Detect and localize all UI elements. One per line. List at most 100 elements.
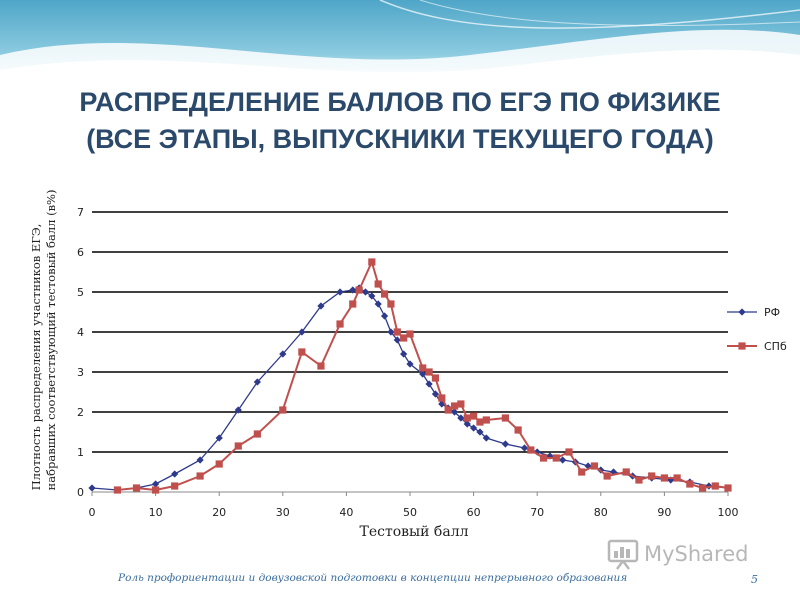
legend-label: СПб bbox=[764, 340, 787, 353]
data-point bbox=[635, 476, 643, 484]
legend: РФ СПб bbox=[727, 306, 787, 353]
x-tick-label: 20 bbox=[212, 506, 226, 519]
data-point bbox=[374, 300, 382, 308]
data-point bbox=[406, 360, 414, 368]
data-point bbox=[431, 374, 440, 382]
data-point bbox=[470, 424, 478, 432]
y-tick-label: 5 bbox=[77, 286, 84, 299]
y-tick-label: 1 bbox=[77, 446, 84, 459]
x-tick-label: 30 bbox=[276, 506, 290, 519]
data-point bbox=[349, 286, 357, 294]
data-point bbox=[317, 362, 325, 370]
data-point bbox=[565, 448, 573, 456]
data-point bbox=[171, 470, 179, 478]
legend-marker bbox=[738, 342, 746, 350]
data-point bbox=[425, 368, 433, 376]
data-point bbox=[393, 328, 401, 336]
footer-text: Роль профориентации и довузовской подгот… bbox=[118, 572, 628, 584]
series-rf bbox=[88, 284, 732, 494]
data-point bbox=[336, 320, 344, 328]
data-point bbox=[132, 484, 141, 492]
x-tick-label: 0 bbox=[89, 506, 96, 519]
data-point bbox=[482, 434, 490, 442]
data-point bbox=[514, 426, 522, 434]
data-point bbox=[431, 390, 440, 398]
data-point bbox=[648, 472, 656, 480]
data-point bbox=[438, 394, 446, 402]
data-point bbox=[603, 472, 611, 480]
x-tick-label: 100 bbox=[718, 506, 739, 519]
header-wave-background bbox=[0, 0, 800, 90]
data-point bbox=[152, 486, 160, 494]
data-point bbox=[279, 406, 287, 414]
data-point bbox=[686, 480, 694, 488]
y-tick-label: 0 bbox=[77, 486, 84, 499]
data-point bbox=[196, 472, 204, 480]
data-point bbox=[527, 446, 535, 454]
y-tick-label: 3 bbox=[77, 366, 84, 379]
watermark: MyShared bbox=[606, 536, 748, 572]
data-point bbox=[253, 430, 261, 438]
data-point bbox=[711, 482, 719, 490]
legend-item: СПб bbox=[727, 340, 787, 353]
data-point bbox=[419, 364, 427, 372]
gridlines bbox=[92, 211, 728, 493]
data-point bbox=[234, 406, 242, 414]
watermark-text: MyShared bbox=[644, 542, 749, 566]
data-point bbox=[457, 400, 465, 408]
legend-item: РФ bbox=[727, 306, 780, 319]
data-point bbox=[724, 484, 732, 492]
data-point bbox=[374, 280, 382, 288]
data-point bbox=[501, 440, 509, 448]
data-point bbox=[234, 442, 242, 450]
data-point bbox=[450, 408, 459, 416]
data-point bbox=[622, 468, 630, 476]
data-point bbox=[463, 414, 471, 422]
data-point bbox=[361, 288, 370, 296]
data-point bbox=[400, 350, 408, 358]
data-point bbox=[450, 402, 459, 410]
slide-title-line-1: РАСПРЕДЕЛЕНИЕ БАЛЛОВ ПО ЕГЭ ПО ФИЗИКЕ bbox=[79, 87, 721, 117]
data-point bbox=[380, 312, 389, 320]
y-tick-label: 7 bbox=[77, 206, 84, 219]
data-point bbox=[336, 288, 344, 296]
data-point bbox=[387, 328, 395, 336]
data-point bbox=[215, 460, 223, 468]
data-point bbox=[317, 302, 325, 310]
x-tick-label: 70 bbox=[530, 506, 544, 519]
y-tick-label: 2 bbox=[77, 406, 84, 419]
series-line bbox=[91, 287, 729, 491]
data-point bbox=[470, 412, 478, 420]
data-point bbox=[552, 454, 560, 462]
legend-marker bbox=[738, 308, 746, 316]
data-point bbox=[698, 484, 707, 492]
data-point bbox=[113, 486, 122, 494]
data-point bbox=[215, 434, 223, 442]
x-tick-label: 50 bbox=[403, 506, 417, 519]
data-point bbox=[419, 370, 427, 378]
data-point bbox=[355, 286, 363, 294]
data-point bbox=[298, 348, 306, 356]
data-point bbox=[533, 448, 541, 456]
x-tick-label: 90 bbox=[657, 506, 671, 519]
page-number: 5 bbox=[751, 573, 758, 586]
data-point bbox=[400, 334, 408, 342]
x-tick-label: 80 bbox=[594, 506, 608, 519]
data-point bbox=[673, 474, 681, 482]
data-point bbox=[298, 328, 306, 336]
x-tick-label: 60 bbox=[467, 506, 481, 519]
legend-label: РФ bbox=[764, 306, 780, 319]
y-axis-title-line-1: Плотность распределения участников ЕГЭ, bbox=[29, 224, 43, 491]
data-point bbox=[349, 300, 357, 308]
data-point bbox=[444, 406, 452, 414]
data-point bbox=[559, 456, 567, 464]
x-axis-title: Тестовый балл bbox=[359, 524, 468, 540]
data-point bbox=[463, 420, 471, 428]
data-point bbox=[387, 300, 395, 308]
x-tick-label: 10 bbox=[149, 506, 163, 519]
data-point bbox=[590, 462, 599, 470]
data-point bbox=[520, 444, 529, 452]
series-layer bbox=[88, 258, 732, 494]
data-point bbox=[152, 480, 160, 488]
